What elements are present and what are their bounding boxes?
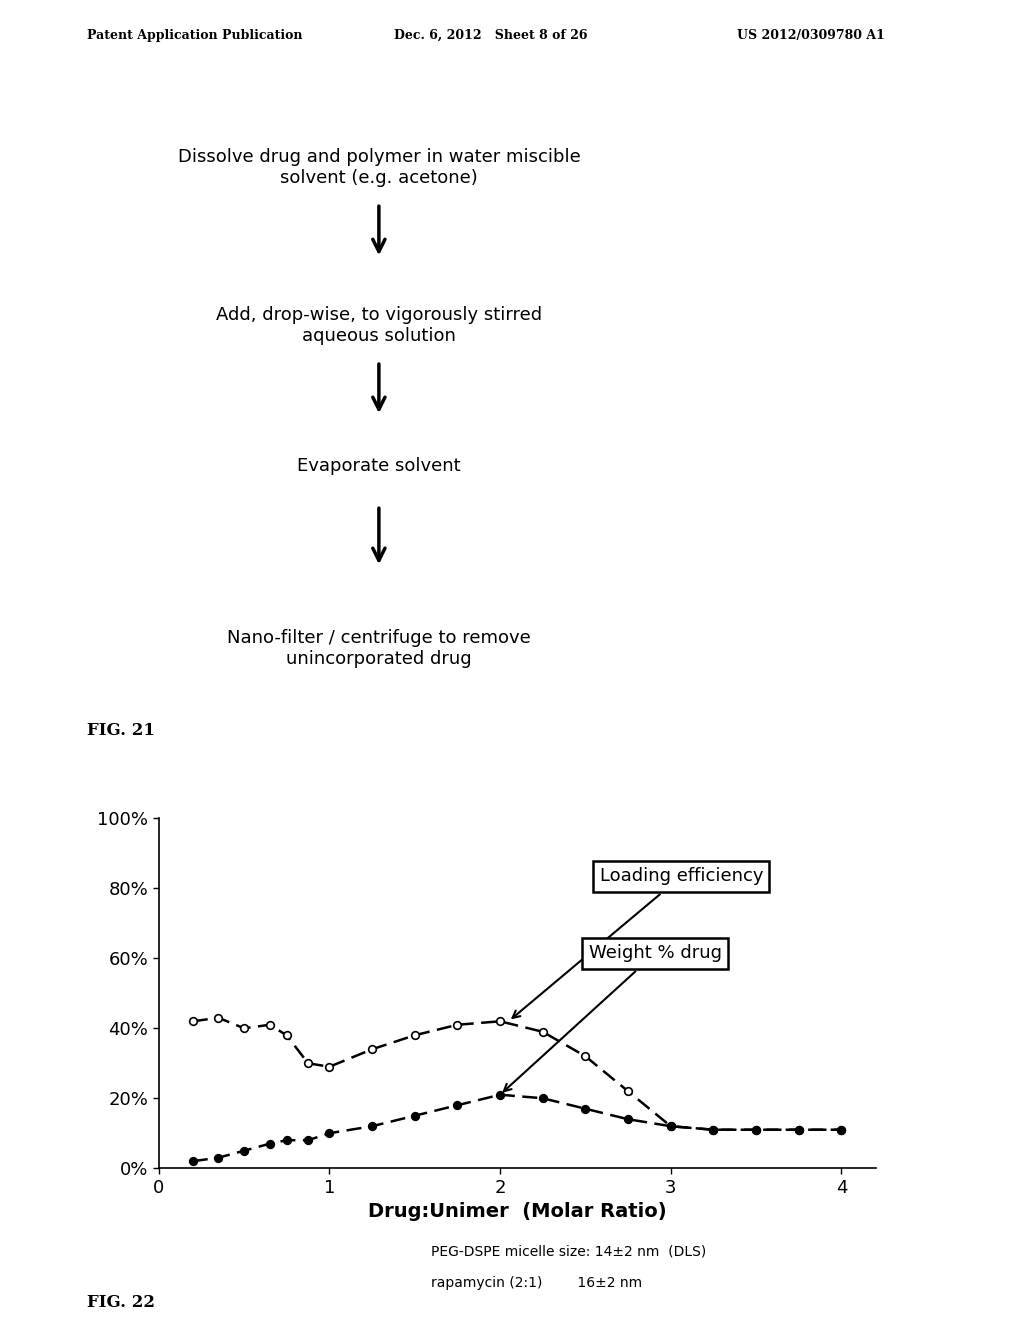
Text: Evaporate solvent: Evaporate solvent: [297, 457, 461, 475]
Text: US 2012/0309780 A1: US 2012/0309780 A1: [737, 29, 885, 42]
Text: Dec. 6, 2012   Sheet 8 of 26: Dec. 6, 2012 Sheet 8 of 26: [394, 29, 588, 42]
Text: FIG. 21: FIG. 21: [87, 722, 155, 739]
Text: rapamycin (2:1)        16±2 nm: rapamycin (2:1) 16±2 nm: [431, 1276, 642, 1291]
X-axis label: Drug:Unimer  (Molar Ratio): Drug:Unimer (Molar Ratio): [368, 1203, 667, 1221]
Text: PEG-DSPE micelle size: 14±2 nm  (DLS): PEG-DSPE micelle size: 14±2 nm (DLS): [431, 1245, 707, 1259]
Text: Add, drop-wise, to vigorously stirred
aqueous solution: Add, drop-wise, to vigorously stirred aq…: [216, 306, 542, 345]
Text: FIG. 22: FIG. 22: [87, 1294, 155, 1311]
Text: Nano-filter / centrifuge to remove
unincorporated drug: Nano-filter / centrifuge to remove uninc…: [227, 628, 530, 668]
Text: Dissolve drug and polymer in water miscible
solvent (e.g. acetone): Dissolve drug and polymer in water misci…: [177, 148, 581, 187]
Text: Patent Application Publication: Patent Application Publication: [87, 29, 302, 42]
Text: Loading efficiency: Loading efficiency: [512, 867, 763, 1018]
Text: Weight % drug: Weight % drug: [504, 944, 722, 1092]
